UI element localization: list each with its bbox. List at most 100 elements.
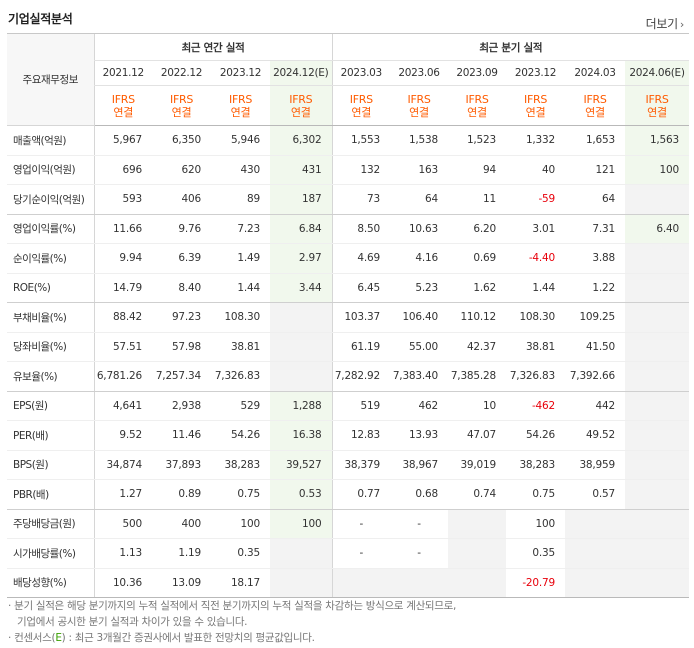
value-cell: [565, 538, 625, 569]
value-cell: 5.23: [390, 273, 448, 303]
value-cell: 97.23: [152, 302, 211, 333]
table-row: 유보율(%) 6,781.26 7,257.34 7,326.83 7,282.92 7,…: [7, 361, 689, 392]
value-cell: 34,874: [93, 450, 152, 480]
ifrs-header: IFRS 연결: [390, 85, 448, 126]
value-cell: 7.23: [211, 214, 270, 244]
section-title: 기업실적분석: [8, 12, 73, 26]
value-cell: 7,326.83: [506, 361, 565, 392]
value-cell: [625, 302, 689, 333]
value-cell: 41.50: [565, 332, 625, 362]
value-cell: 431: [270, 155, 332, 185]
row-label: 순이익률(%): [7, 243, 94, 274]
table-row: 당좌비율(%) 57.51 57.98 38.81 61.19 55.00 42.37 38.…: [7, 332, 689, 362]
row-label: 영업이익(억원): [7, 155, 94, 185]
value-cell: 7,326.83: [211, 361, 270, 392]
value-cell: 11: [448, 184, 506, 215]
ifrs-header: IFRS 연결: [625, 85, 689, 126]
value-cell: 11.66: [93, 214, 152, 244]
value-cell: 100: [211, 509, 270, 539]
row-label: EPS(원): [7, 391, 94, 421]
value-cell: 0.57: [565, 479, 625, 510]
value-cell: 108.30: [211, 302, 270, 333]
value-cell: 38.81: [211, 332, 270, 362]
ifrs-header: IFRS 연결: [152, 85, 211, 126]
table-row: 매출액(억원) 5,967 6,350 5,946 6,302 1,553 1,538 1,5…: [7, 125, 689, 156]
value-cell: 73: [331, 184, 390, 215]
value-cell: 6.20: [448, 214, 506, 244]
annual-group-header: 최근 연간 실적: [93, 33, 332, 61]
row-label: 부채비율(%): [7, 302, 94, 333]
value-cell: 3.88: [565, 243, 625, 274]
value-cell: 37,893: [152, 450, 211, 480]
consolidated-label: 연결: [351, 105, 372, 119]
value-cell: 1,332: [506, 125, 565, 156]
value-cell: 42.37: [448, 332, 506, 362]
value-cell: 8.50: [331, 214, 390, 244]
table-row: 당기순이익(억원) 593 406 89 187 73 64 11 -59 64: [7, 184, 689, 215]
value-cell: [565, 509, 625, 539]
consolidated-label: 연결: [647, 105, 667, 119]
value-cell: 1.22: [565, 273, 625, 303]
period-header: 2023.03: [331, 60, 390, 86]
table-row: 주당배당금(원) 500 400 100 100- -100: [7, 509, 689, 539]
value-cell: 132: [331, 155, 390, 185]
value-cell: -59: [506, 184, 565, 215]
ifrs-label: IFRS: [111, 92, 135, 106]
value-cell: 4,641: [93, 391, 152, 421]
ifrs-header: IFRS 연결: [448, 85, 506, 126]
value-cell: [270, 568, 332, 598]
value-cell: [390, 568, 448, 598]
value-cell: 38,379: [331, 450, 390, 480]
more-label[interactable]: 더보기: [645, 17, 679, 31]
value-cell: 6.39: [152, 243, 211, 274]
period-header: 2023.09: [448, 60, 506, 86]
value-cell: [448, 538, 506, 569]
value-cell: 7,282.92: [331, 361, 390, 392]
row-label: 유보율(%): [7, 361, 94, 392]
value-cell: 6.84: [270, 214, 332, 244]
consolidated-label: 연결: [409, 105, 429, 119]
value-cell: 7,392.66: [565, 361, 625, 392]
table-row: PER(배) 9.52 11.46 54.26 16.38 12.83 13.93 47.07…: [7, 420, 689, 451]
value-cell: 9.52: [93, 420, 152, 451]
table-row: 영업이익률(%) 11.66 9.76 7.23 6.84 8.50 10.63 6.20 3.…: [7, 214, 689, 244]
value-cell: 38,283: [506, 450, 565, 480]
ifrs-header: IFRS 연결: [211, 85, 270, 126]
footnote-2: · 컨센서스(E) : 최근 3개월간 증권사에서 발표한 전망치의 평균값입니…: [8, 632, 315, 644]
value-cell: 0.89: [152, 479, 211, 510]
value-cell: 1.49: [211, 243, 270, 274]
more-link[interactable]: 더보기 ›: [645, 15, 685, 32]
value-cell: 1,553: [331, 125, 390, 156]
value-cell: -: [331, 538, 390, 569]
value-cell: [625, 273, 689, 303]
value-cell: 38,283: [211, 450, 270, 480]
row-label: 주당배당금(원): [7, 509, 94, 539]
value-cell: 16.38: [270, 420, 332, 451]
value-cell: 1.44: [211, 273, 270, 303]
value-cell: 0.69: [448, 243, 506, 274]
value-cell: [625, 509, 689, 539]
value-cell: 40: [506, 155, 565, 185]
value-cell: 529: [211, 391, 270, 421]
value-cell: 7,257.34: [152, 361, 211, 392]
value-cell: -: [390, 538, 448, 569]
value-cell: 54.26: [211, 420, 270, 451]
value-cell: 519: [331, 391, 390, 421]
row-label: 매출액(억원): [7, 125, 94, 156]
financial-table: 주요재무정보 최근 연간 실적 최근 분기 실적 2021.12 2022.12 2…: [7, 33, 689, 598]
value-cell: 1,563: [625, 125, 689, 156]
value-cell: 109.25: [565, 302, 625, 333]
value-cell: 6,781.26: [93, 361, 152, 392]
value-cell: 13.93: [390, 420, 448, 451]
value-cell: 38,967: [390, 450, 448, 480]
value-cell: [625, 184, 689, 215]
footnote-1: · 분기 실적은 해당 분기까지의 누적 실적에서 직전 분기까지의 누적 실적…: [8, 600, 457, 612]
value-cell: 3.01: [506, 214, 565, 244]
value-cell: 64: [390, 184, 448, 215]
value-cell: [625, 361, 689, 392]
row-label: 당좌비율(%): [7, 332, 94, 362]
value-cell: 0.75: [506, 479, 565, 510]
ifrs-label: IFRS: [524, 92, 547, 106]
ifrs-label: IFRS: [349, 92, 373, 106]
estimate-mark: E: [55, 632, 62, 644]
